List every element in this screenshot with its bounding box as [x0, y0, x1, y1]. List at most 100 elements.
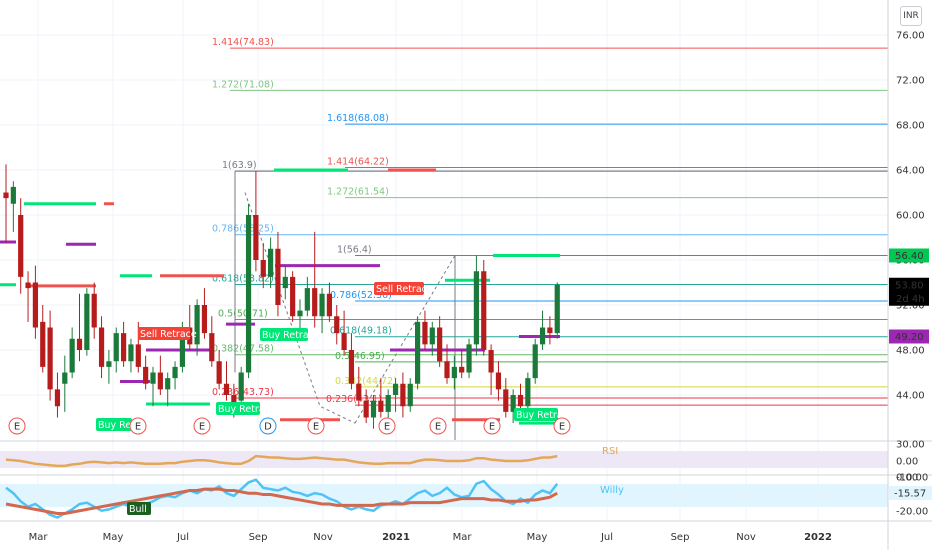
candle-body — [429, 327, 435, 345]
candle-body — [444, 361, 450, 379]
candle-body — [106, 361, 112, 367]
candle-body — [62, 372, 68, 384]
candle-body — [488, 350, 494, 373]
signal-tag-bg — [127, 502, 151, 515]
candle-body — [84, 293, 90, 350]
price-marker — [889, 329, 929, 344]
candle-body — [69, 338, 75, 373]
candle-body — [378, 400, 384, 412]
fib-level-label: 1.272(71.08) — [212, 79, 274, 90]
fib-level-label: 1(63.9) — [222, 160, 257, 171]
candle-body — [121, 333, 127, 362]
candle-body — [128, 344, 134, 362]
candle-body — [10, 186, 16, 204]
candle-body — [40, 321, 46, 367]
candle-body — [326, 293, 332, 317]
candle-body — [209, 333, 215, 362]
event-marker — [378, 417, 396, 435]
candle-body — [135, 344, 141, 367]
price-tick-label: 44.00 — [896, 391, 925, 402]
price-tick-label: 48.00 — [896, 346, 925, 357]
candle-body — [216, 361, 222, 384]
fib-level-label: 0.5(46.95) — [335, 351, 385, 362]
price-grid — [0, 0, 888, 520]
candle-body — [451, 366, 457, 379]
candle-body — [495, 372, 502, 390]
candle-body — [98, 327, 105, 367]
candle-body — [245, 215, 252, 373]
event-marker-label: E — [14, 422, 20, 433]
price-tick-label: 68.00 — [896, 121, 925, 132]
willy-slow-line — [5, 487, 558, 515]
candle-body — [113, 333, 119, 362]
candle-body — [18, 215, 24, 277]
time-tick-label: Mar — [453, 532, 473, 543]
signal-tag-label: Buy Retrace — [98, 420, 156, 431]
candle-body — [268, 248, 274, 277]
candle-body — [348, 350, 355, 384]
event-marker — [429, 417, 447, 435]
time-tick-label: 2021 — [382, 532, 410, 543]
signal-tag-bg — [374, 282, 424, 295]
time-tick-label: Nov — [313, 532, 333, 543]
time-tick-label: Sep — [249, 532, 268, 543]
candle-body — [400, 383, 406, 407]
candle-body — [392, 383, 399, 395]
candle-body — [25, 282, 31, 289]
signal-tag-bg — [216, 402, 260, 415]
time-tick-label: Jul — [600, 532, 613, 543]
time-tick-label: May — [103, 532, 124, 543]
willy-tick-label: 0.00 — [896, 473, 918, 484]
fib-level-label: 0.618(49.18) — [330, 326, 392, 337]
time-tick-label: Nov — [736, 532, 756, 543]
candle-body — [510, 395, 516, 412]
willy-panel: Willy — [0, 474, 932, 522]
fib-level-label: 0.786(52.36) — [330, 290, 392, 301]
event-marker-label: E — [559, 422, 565, 433]
candle-body — [466, 344, 472, 373]
event-marker-label: E — [435, 422, 441, 433]
event-marker-label: E — [313, 422, 319, 433]
signal-tag-label: Buy Retrace — [218, 404, 276, 415]
price-tick-label: 72.00 — [896, 76, 925, 87]
rsi-line — [5, 454, 558, 468]
candle-body — [437, 327, 443, 362]
event-marker — [193, 417, 211, 435]
swing-line — [244, 192, 356, 424]
candle-body — [179, 327, 185, 367]
candle-body — [341, 333, 347, 350]
candle-body — [282, 276, 288, 289]
rsi-tick-label: -10.00 — [896, 473, 928, 484]
candle-body — [319, 293, 325, 317]
candle-body — [473, 271, 479, 345]
candle-body — [47, 327, 53, 390]
signal-tag-bg — [514, 408, 558, 421]
price-tick-label: 64.00 — [896, 166, 925, 177]
fib-level-label: 1.272(61.54) — [327, 187, 389, 198]
signal-tag-label: Buy Retrace — [516, 410, 574, 421]
price-tick-label: 60.00 — [896, 211, 925, 222]
fib-level-label: 1(56.4) — [337, 245, 372, 256]
time-tick-label: 2022 — [804, 532, 832, 543]
candle-body — [525, 378, 531, 407]
candle-body — [415, 321, 421, 384]
time-tick-label: Sep — [671, 532, 690, 543]
fibonacci-levels: 1.414(74.83) 1.272(71.08) 1.618(68.08) 1.41… — [212, 37, 888, 440]
currency-button[interactable]: INR — [900, 6, 922, 26]
candle-body — [143, 366, 149, 384]
candle-body — [253, 215, 259, 260]
fib-level-label: 1.414(74.83) — [212, 37, 274, 48]
signal-tag-bg — [96, 418, 132, 431]
candle-body — [32, 282, 38, 328]
candle-body — [194, 305, 200, 345]
price-markers: 56.40 53.80 2d 4h 49.20 — [889, 248, 929, 344]
price-tick-label: 52.00 — [896, 301, 925, 312]
willy-tick-label: -20.00 — [896, 507, 928, 518]
candle-body — [165, 378, 171, 390]
candle-body — [547, 327, 553, 334]
rsi-tick-label: 0.00 — [896, 457, 918, 468]
price-axis: 76.0072.0068.0064.0060.0056.0052.0048.00… — [887, 0, 932, 550]
event-marker — [307, 417, 325, 435]
signal-tag-label: Sell Retrace — [140, 329, 197, 340]
